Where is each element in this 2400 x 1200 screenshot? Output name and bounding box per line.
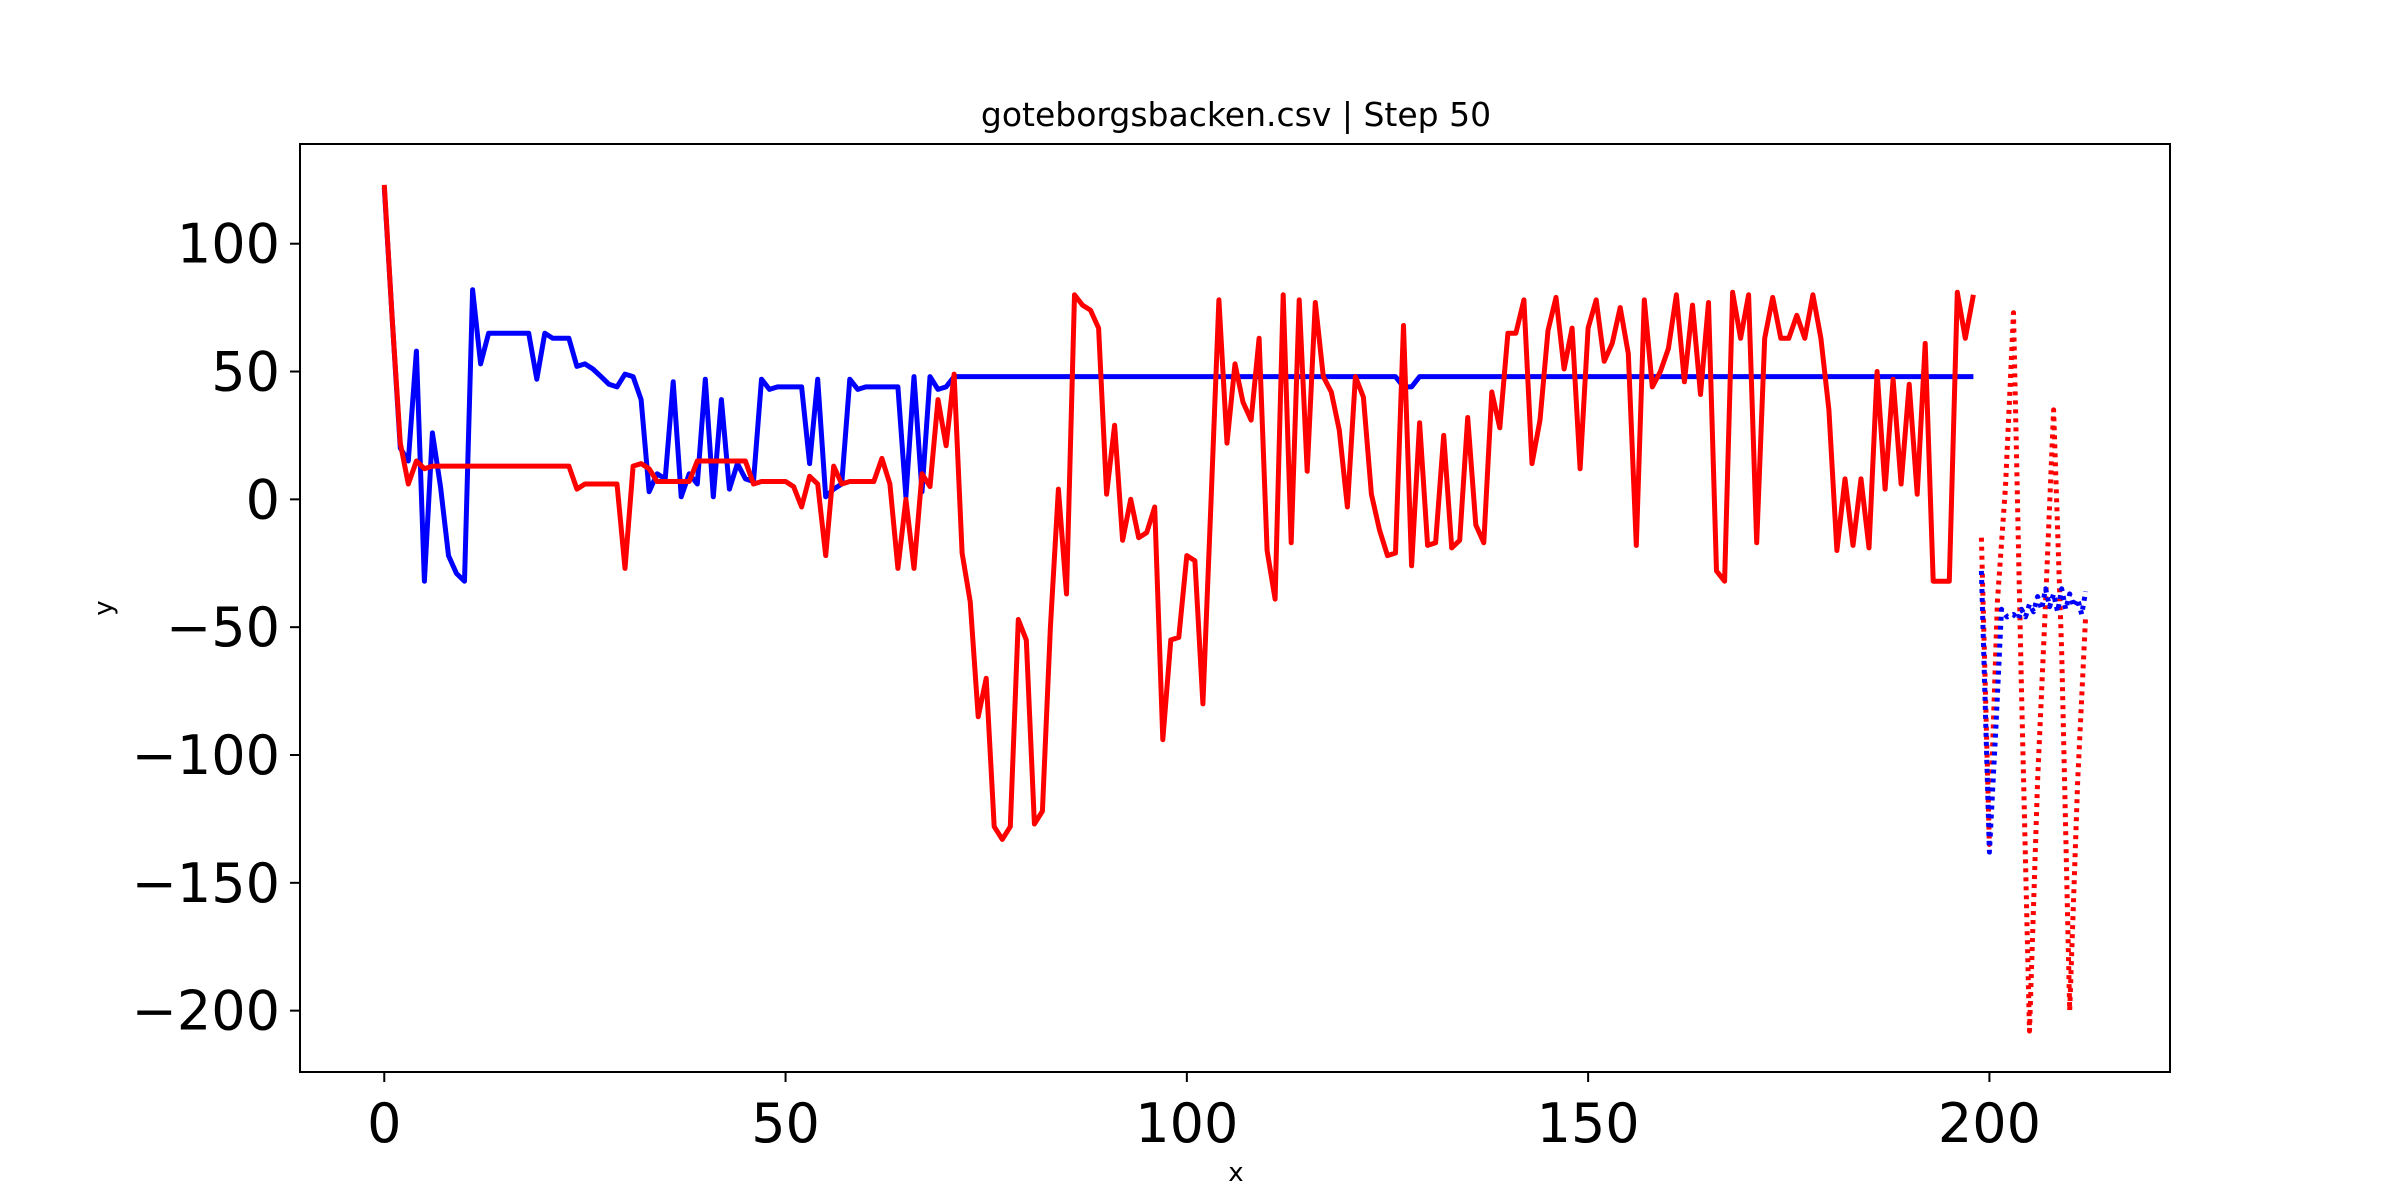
y-axis-label: y [89, 600, 119, 615]
chart-title: goteborgsbacken.csv | Step 50 [981, 95, 1491, 134]
x-axis-label: x [1228, 1158, 1243, 1188]
x-tick-label: 150 [1537, 1092, 1640, 1155]
series-line-1 [381, 184, 1976, 842]
y-tick-label: −150 [132, 852, 280, 915]
x-tick-label: 0 [367, 1092, 401, 1155]
y-tick-label: −200 [132, 980, 280, 1043]
y-tick-label: −50 [166, 596, 280, 659]
y-tick-label: 100 [177, 213, 280, 276]
y-tick-label: −100 [132, 724, 280, 787]
series-line-0 [381, 187, 1974, 584]
y-tick-label: 0 [246, 468, 280, 531]
y-axis: 100 50 0 −50 −100 −150 −200 [132, 213, 300, 1043]
x-axis: 0 50 100 150 200 [367, 1072, 2041, 1155]
x-tick-label: 200 [1938, 1092, 2041, 1155]
series-layer [381, 184, 2089, 1034]
x-tick-label: 50 [751, 1092, 820, 1155]
y-tick-label: 50 [211, 341, 280, 404]
series-line-3 [1978, 570, 2089, 855]
x-tick-label: 100 [1135, 1092, 1238, 1155]
series-line-2 [1978, 310, 2089, 1034]
plot-frame [299, 143, 2171, 1073]
